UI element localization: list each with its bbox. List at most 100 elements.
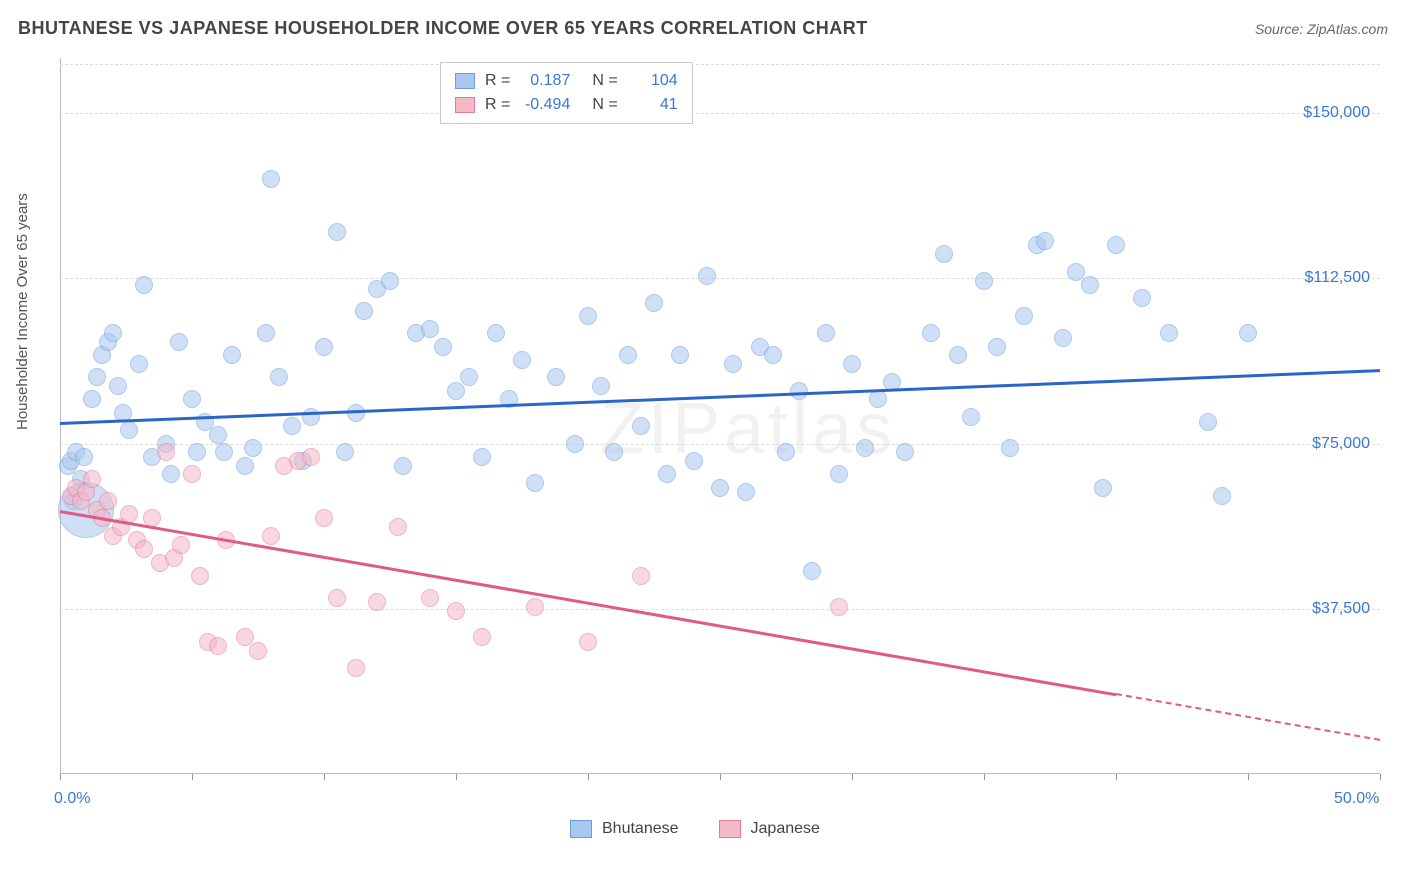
scatter-point [1213, 487, 1231, 505]
scatter-point [460, 368, 478, 386]
scatter-point [135, 276, 153, 294]
scatter-point [1001, 439, 1019, 457]
scatter-point [632, 567, 650, 585]
x-tick [720, 774, 721, 780]
scatter-point [347, 659, 365, 677]
x-tick [1116, 774, 1117, 780]
scatter-point [130, 355, 148, 373]
scatter-point [83, 470, 101, 488]
scatter-point [1133, 289, 1151, 307]
scatter-point [257, 324, 275, 342]
scatter-point [1239, 324, 1257, 342]
scatter-point [869, 390, 887, 408]
scatter-point [75, 448, 93, 466]
scatter-point [896, 443, 914, 461]
legend-swatch [570, 820, 592, 838]
scatter-point [172, 536, 190, 554]
legend-item: Japanese [719, 820, 820, 838]
legend-item: Bhutanese [570, 820, 679, 838]
stat-r-label: R = [485, 69, 510, 93]
scatter-point [547, 368, 565, 386]
scatter-point [389, 518, 407, 536]
scatter-point [949, 346, 967, 364]
scatter-point [262, 170, 280, 188]
scatter-point [922, 324, 940, 342]
scatter-point [1081, 276, 1099, 294]
scatter-point [83, 390, 101, 408]
scatter-point [1036, 232, 1054, 250]
scatter-point [843, 355, 861, 373]
x-tick-label: 50.0% [1334, 790, 1379, 808]
grid-line [60, 64, 1380, 65]
scatter-point [244, 439, 262, 457]
scatter-point [191, 567, 209, 585]
scatter-point [473, 628, 491, 646]
scatter-point [188, 443, 206, 461]
scatter-point [645, 294, 663, 312]
grid-line [60, 278, 1380, 279]
scatter-point [1015, 307, 1033, 325]
scatter-point [157, 443, 175, 461]
x-tick [324, 774, 325, 780]
legend-label: Bhutanese [602, 820, 679, 838]
stats-legend-row: R =0.187N =104 [455, 69, 678, 93]
y-tick-label: $75,000 [1312, 435, 1370, 453]
x-tick-label: 0.0% [54, 790, 90, 808]
source-label: Source: ZipAtlas.com [1255, 21, 1388, 37]
scatter-point [209, 426, 227, 444]
scatter-point [988, 338, 1006, 356]
scatter-point [685, 452, 703, 470]
scatter-point [737, 483, 755, 501]
x-tick [852, 774, 853, 780]
bottom-legend: Bhutanese Japanese [570, 820, 820, 838]
scatter-point [566, 435, 584, 453]
scatter-point [162, 465, 180, 483]
scatter-point [421, 320, 439, 338]
scatter-point [1094, 479, 1112, 497]
scatter-point [104, 324, 122, 342]
x-tick [588, 774, 589, 780]
scatter-point [120, 421, 138, 439]
scatter-point [99, 492, 117, 510]
stat-n-value: 41 [628, 93, 678, 117]
scatter-point [394, 457, 412, 475]
y-tick-label: $150,000 [1303, 104, 1370, 122]
scatter-point [605, 443, 623, 461]
scatter-point [711, 479, 729, 497]
scatter-point [830, 598, 848, 616]
x-tick [456, 774, 457, 780]
legend-swatch [719, 820, 741, 838]
scatter-point [109, 377, 127, 395]
scatter-point [421, 589, 439, 607]
scatter-point [88, 368, 106, 386]
scatter-point [447, 602, 465, 620]
x-tick [60, 774, 61, 780]
y-axis-label: Householder Income Over 65 years [14, 193, 31, 430]
trend-line [1116, 693, 1380, 741]
scatter-point [283, 417, 301, 435]
y-tick-label: $37,500 [1312, 600, 1370, 618]
scatter-point [434, 338, 452, 356]
scatter-point [632, 417, 650, 435]
scatter-point [790, 382, 808, 400]
scatter-point [487, 324, 505, 342]
plot-area: ZIPatlas $37,500$75,000$112,500$150,0000… [60, 58, 1380, 808]
trend-line [60, 369, 1380, 424]
scatter-point [526, 598, 544, 616]
scatter-point [249, 642, 267, 660]
scatter-point [1054, 329, 1072, 347]
scatter-point [962, 408, 980, 426]
scatter-point [592, 377, 610, 395]
scatter-point [315, 338, 333, 356]
stats-legend-row: R =-0.494N =41 [455, 93, 678, 117]
scatter-point [336, 443, 354, 461]
scatter-point [215, 443, 233, 461]
scatter-point [619, 346, 637, 364]
scatter-point [135, 540, 153, 558]
scatter-point [658, 465, 676, 483]
scatter-point [724, 355, 742, 373]
scatter-point [513, 351, 531, 369]
scatter-point [170, 333, 188, 351]
trend-line [60, 510, 1116, 696]
scatter-point [183, 390, 201, 408]
